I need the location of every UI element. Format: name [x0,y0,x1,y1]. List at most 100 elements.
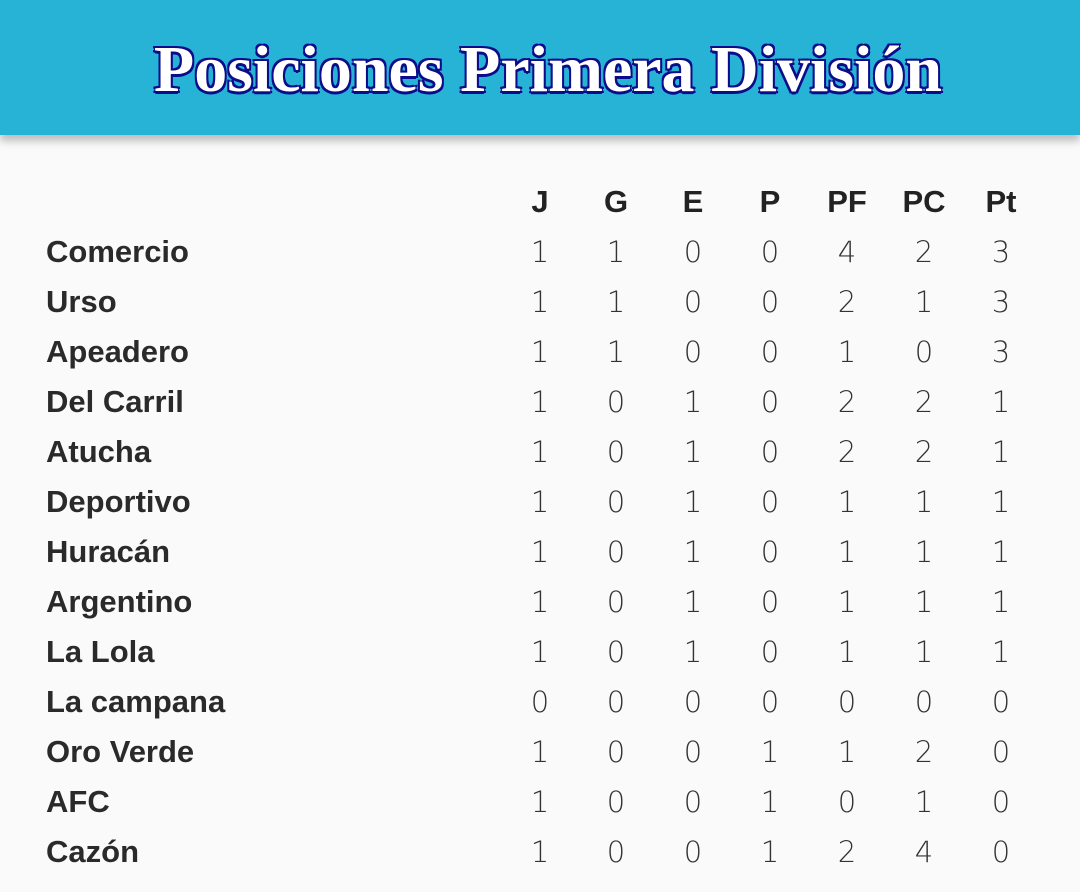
cell-g: 0 [606,535,626,569]
table-row: Deportivo 1 0 1 0 1 1 1 [0,477,1080,527]
cell-pt: 0 [991,785,1011,819]
cell-j: 1 [530,385,550,419]
column-header-p: P [759,184,781,219]
cell-pt: 3 [991,285,1011,319]
column-header-g: G [603,184,629,219]
team-name: Argentino [46,584,193,619]
cell-j: 1 [530,485,550,519]
cell-pt: 1 [991,485,1011,519]
cell-pc: 1 [914,285,934,319]
cell-pt: 3 [991,335,1011,369]
cell-p: 1 [760,835,780,869]
cell-p: 0 [760,485,780,519]
cell-e: 1 [683,535,703,569]
table-row: Apeadero 1 1 0 0 1 0 3 [0,327,1080,377]
table-row: Del Carril 1 0 1 0 2 2 1 [0,377,1080,427]
cell-pt: 1 [991,435,1011,469]
table-row: La Lola 1 0 1 0 1 1 1 [0,627,1080,677]
cell-j: 1 [530,235,550,269]
cell-pc: 1 [914,635,934,669]
cell-p: 0 [760,385,780,419]
cell-e: 1 [683,385,703,419]
cell-pt: 0 [991,735,1011,769]
table-row: Comercio 1 1 0 0 4 2 3 [0,227,1080,277]
table-row: Argentino 1 0 1 0 1 1 1 [0,577,1080,627]
cell-pf: 2 [837,835,857,869]
table-row: Urso 1 1 0 0 2 1 3 [0,277,1080,327]
column-header-j: J [531,184,549,219]
cell-g: 0 [606,435,626,469]
cell-pf: 2 [837,385,857,419]
cell-pc: 2 [914,385,934,419]
cell-pc: 4 [914,835,934,869]
team-name: Oro Verde [46,734,195,769]
cell-g: 1 [606,285,626,319]
cell-pt: 1 [991,385,1011,419]
cell-pc: 2 [914,735,934,769]
cell-pt: 0 [991,835,1011,869]
cell-p: 0 [760,685,780,719]
column-header-e: E [682,184,704,219]
cell-pf: 1 [837,485,857,519]
cell-p: 0 [760,335,780,369]
team-name: La campana [46,684,226,719]
cell-pc: 1 [914,535,934,569]
team-name: Atucha [46,434,152,469]
cell-j: 1 [530,285,550,319]
cell-g: 1 [606,235,626,269]
table-row: AFC 1 0 0 1 0 1 0 [0,777,1080,827]
cell-g: 0 [606,485,626,519]
cell-e: 1 [683,485,703,519]
cell-pf: 1 [837,635,857,669]
cell-j: 1 [530,585,550,619]
cell-p: 0 [760,535,780,569]
cell-e: 0 [683,835,703,869]
team-name: Deportivo [46,484,191,519]
cell-pf: 1 [837,335,857,369]
cell-j: 1 [530,535,550,569]
cell-e: 0 [683,235,703,269]
cell-g: 1 [606,335,626,369]
cell-p: 0 [760,585,780,619]
table-row: Atucha 1 0 1 0 2 2 1 [0,427,1080,477]
cell-j: 1 [530,335,550,369]
title-banner: Posiciones Primera División [0,0,1080,135]
cell-pt: 1 [991,585,1011,619]
column-header-pc: PC [902,184,946,219]
team-name: Comercio [46,234,189,269]
cell-j: 1 [530,835,550,869]
cell-pf: 4 [837,235,857,269]
cell-e: 1 [683,585,703,619]
team-name: Del Carril [46,384,184,419]
team-name: La Lola [46,634,155,669]
cell-p: 0 [760,635,780,669]
cell-pt: 3 [991,235,1011,269]
cell-pt: 0 [991,685,1011,719]
team-name: Apeadero [46,334,189,369]
table-row: La campana 0 0 0 0 0 0 0 [0,677,1080,727]
cell-j: 1 [530,735,550,769]
table-row: Cazón 1 0 0 1 2 4 0 [0,827,1080,877]
page-title: Posiciones Primera División [153,33,943,107]
cell-p: 0 [760,435,780,469]
cell-pf: 2 [837,285,857,319]
team-name: Urso [46,284,117,319]
column-header-pt: Pt [985,184,1017,219]
cell-pc: 1 [914,585,934,619]
team-name: Huracán [46,534,171,569]
cell-j: 0 [530,685,550,719]
cell-e: 0 [683,685,703,719]
cell-g: 0 [606,585,626,619]
cell-p: 0 [760,285,780,319]
cell-j: 1 [530,785,550,819]
cell-g: 0 [606,635,626,669]
cell-pf: 1 [837,535,857,569]
cell-j: 1 [530,435,550,469]
cell-g: 0 [606,735,626,769]
cell-pc: 1 [914,785,934,819]
table-row: Huracán 1 0 1 0 1 1 1 [0,527,1080,577]
cell-g: 0 [606,685,626,719]
cell-g: 0 [606,385,626,419]
cell-pt: 1 [991,635,1011,669]
cell-p: 1 [760,785,780,819]
